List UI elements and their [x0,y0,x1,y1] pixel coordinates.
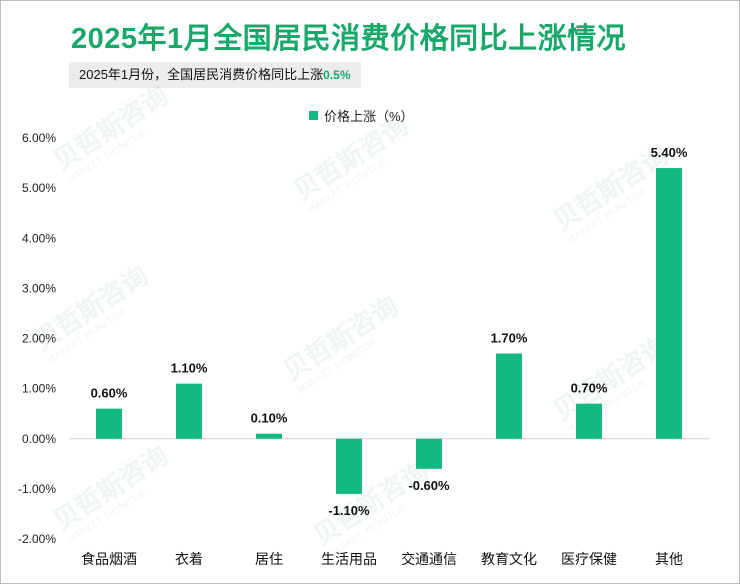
y-tick-label: 1.00% [22,382,56,396]
watermark-brand: 贝哲斯咨询 [308,455,434,552]
chart-legend: 价格上涨（%） [309,106,414,125]
watermark-brand: 贝哲斯咨询 [548,330,674,427]
data-label: 0.60% [91,386,128,401]
bar [176,383,202,439]
y-tick-label: -2.00% [18,532,56,546]
bar [416,438,442,469]
bar [576,403,602,439]
x-tick-label: 食品烟酒 [81,551,137,568]
watermark-brand: 贝哲斯咨询 [48,440,174,537]
chart-subtitle: 2025年1月份，全国居民消费价格同比上涨0.5% [69,62,361,88]
x-tick-label: 居住 [255,552,283,568]
chart-title: 2025年1月全国居民消费价格同比上涨情况 [71,23,627,55]
bar [96,408,122,439]
watermark-brand: 贝哲斯咨询 [288,110,414,207]
y-tick-label: 3.00% [22,281,56,295]
legend-label: 价格上涨（%） [324,109,414,124]
y-tick-label: 2.00% [22,332,56,346]
x-tick-label: 教育文化 [481,552,537,568]
watermark-brand: 贝哲斯咨询 [48,80,174,177]
y-tick-label: 6.00% [22,131,56,145]
bar [336,438,362,494]
subtitle-text: 2025年1月份，全国居民消费价格同比上涨 [79,67,324,82]
x-tick-label: 衣着 [175,552,203,568]
watermark-brand: 贝哲斯咨询 [278,290,404,387]
y-tick-label: 5.00% [22,181,56,195]
data-label: 5.40% [651,145,688,160]
x-tick-label: 交通通信 [401,551,457,568]
x-tick-label: 医疗保健 [561,552,617,568]
bar [656,168,682,439]
x-tick-label: 生活用品 [321,552,377,568]
legend-swatch [309,111,318,120]
y-tick-label: 4.00% [22,231,56,245]
data-label: 0.70% [571,381,608,396]
x-tick-label: 其他 [655,552,683,568]
data-label: 0.10% [251,411,288,426]
data-label: -1.10% [328,503,370,518]
y-tick-label: 0.00% [22,432,56,446]
data-label: 1.10% [171,361,208,376]
bar [256,433,282,439]
y-tick-label: -1.00% [18,482,56,496]
subtitle-highlight: 0.5% [323,68,351,82]
data-label: -0.60% [408,478,450,493]
data-label: 1.70% [491,331,528,346]
bar [496,353,522,439]
